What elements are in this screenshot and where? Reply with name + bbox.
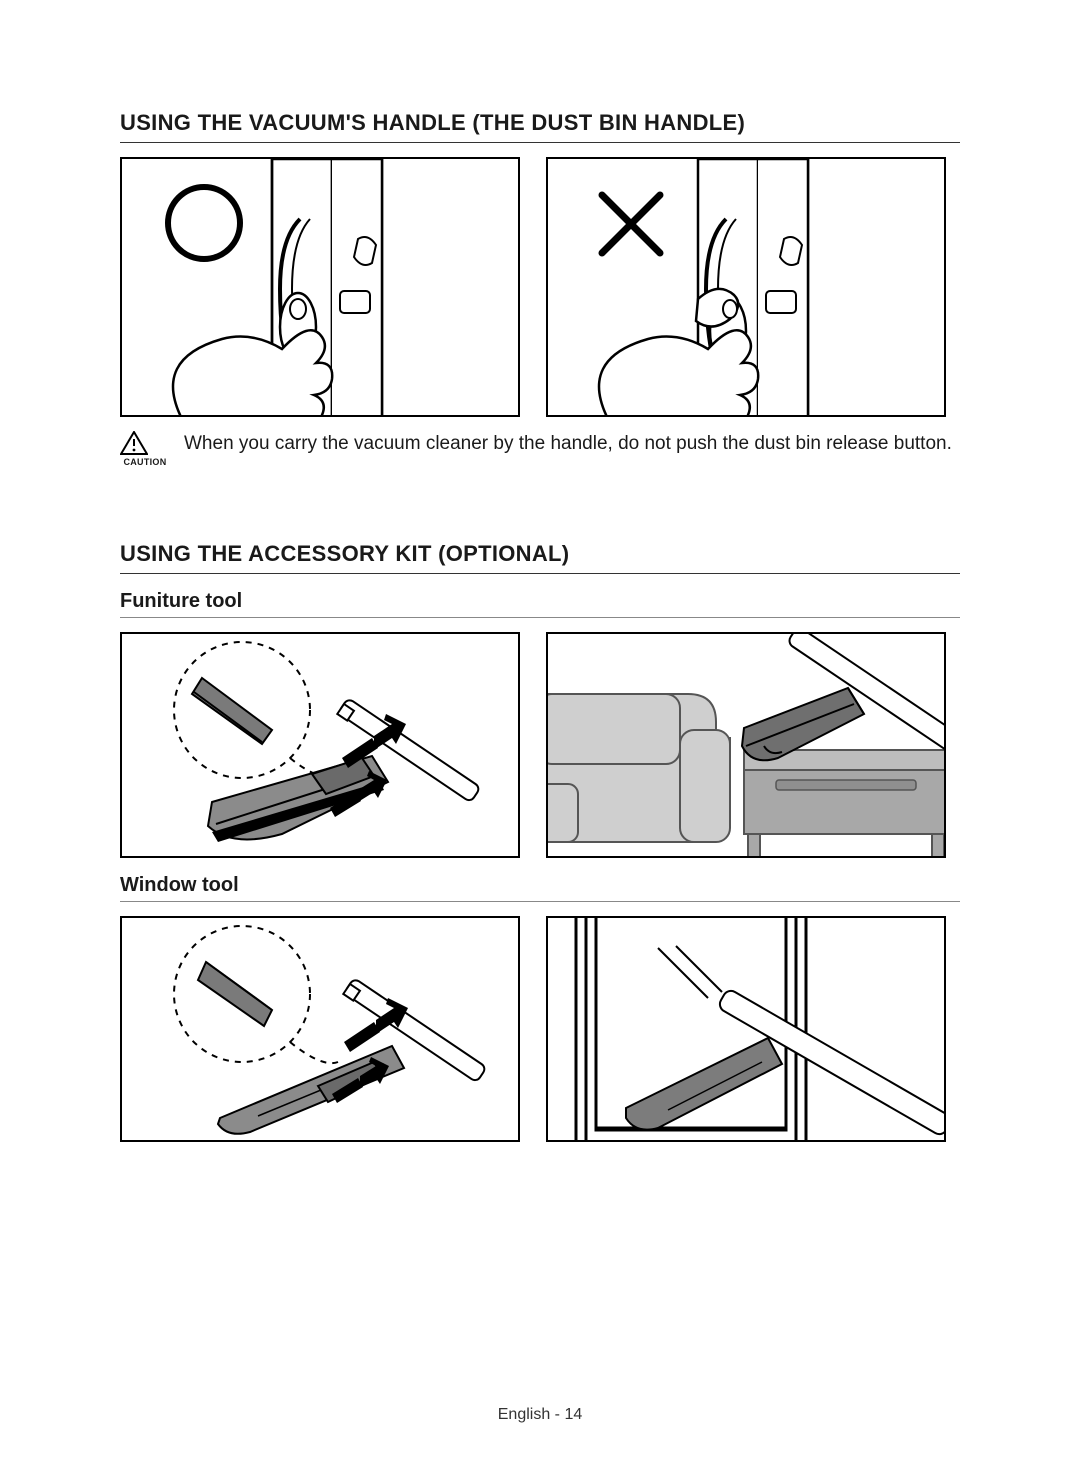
handle-illustration-row — [120, 157, 960, 417]
caution-text: When you carry the vacuum cleaner by the… — [184, 431, 960, 467]
manual-page: USING THE VACUUM'S HANDLE (THE DUST BIN … — [0, 0, 1080, 1472]
panel-furniture-assembly — [120, 632, 520, 858]
panel-window-assembly — [120, 916, 520, 1142]
page-footer: English - 14 — [0, 1406, 1080, 1424]
panel-window-scene — [546, 916, 946, 1142]
warning-icon — [120, 431, 170, 455]
sub-title-furniture: Funiture tool — [120, 590, 960, 618]
sub-title-window: Window tool — [120, 874, 960, 902]
footer-language: English — [498, 1406, 550, 1423]
caution-row: CAUTION When you carry the vacuum cleane… — [120, 431, 960, 467]
caution-label: CAUTION — [120, 457, 170, 467]
window-row — [120, 916, 960, 1142]
panel-handle-incorrect — [546, 157, 946, 417]
panel-furniture-scene — [546, 632, 946, 858]
section-title-accessory: USING THE ACCESSORY KIT (OPTIONAL) — [120, 541, 960, 574]
footer-sep: - — [550, 1406, 564, 1423]
furniture-row — [120, 632, 960, 858]
footer-page-number: 14 — [564, 1406, 582, 1423]
section-title-handle: USING THE VACUUM'S HANDLE (THE DUST BIN … — [120, 110, 960, 143]
panel-handle-correct — [120, 157, 520, 417]
caution-badge: CAUTION — [120, 431, 170, 467]
